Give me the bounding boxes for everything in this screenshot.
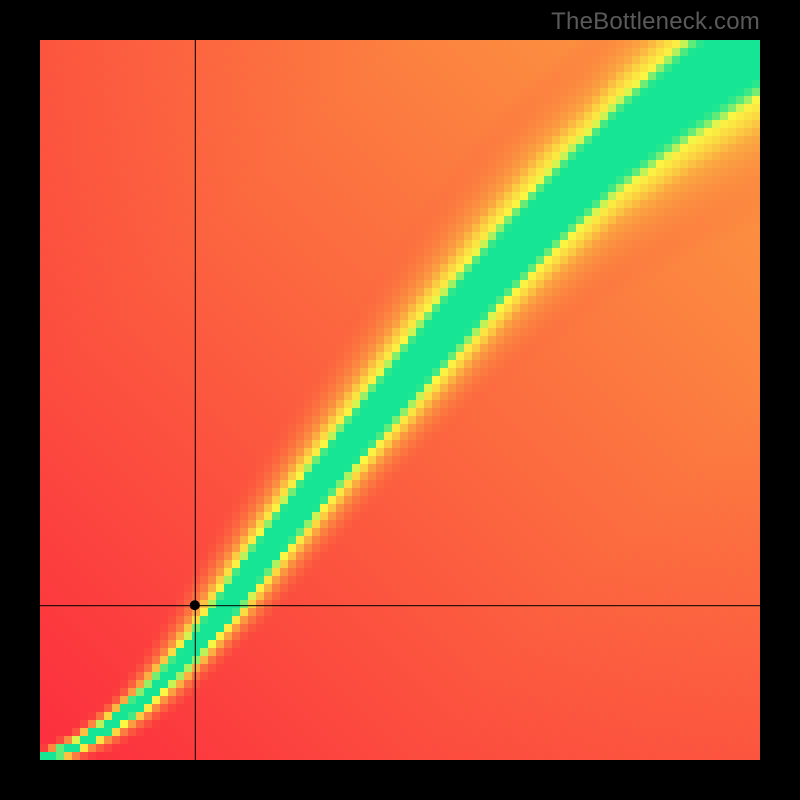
chart-container: TheBottleneck.com — [0, 0, 800, 800]
plot-area — [40, 40, 760, 760]
watermark-text: TheBottleneck.com — [551, 8, 760, 36]
heatmap-canvas — [40, 40, 760, 760]
